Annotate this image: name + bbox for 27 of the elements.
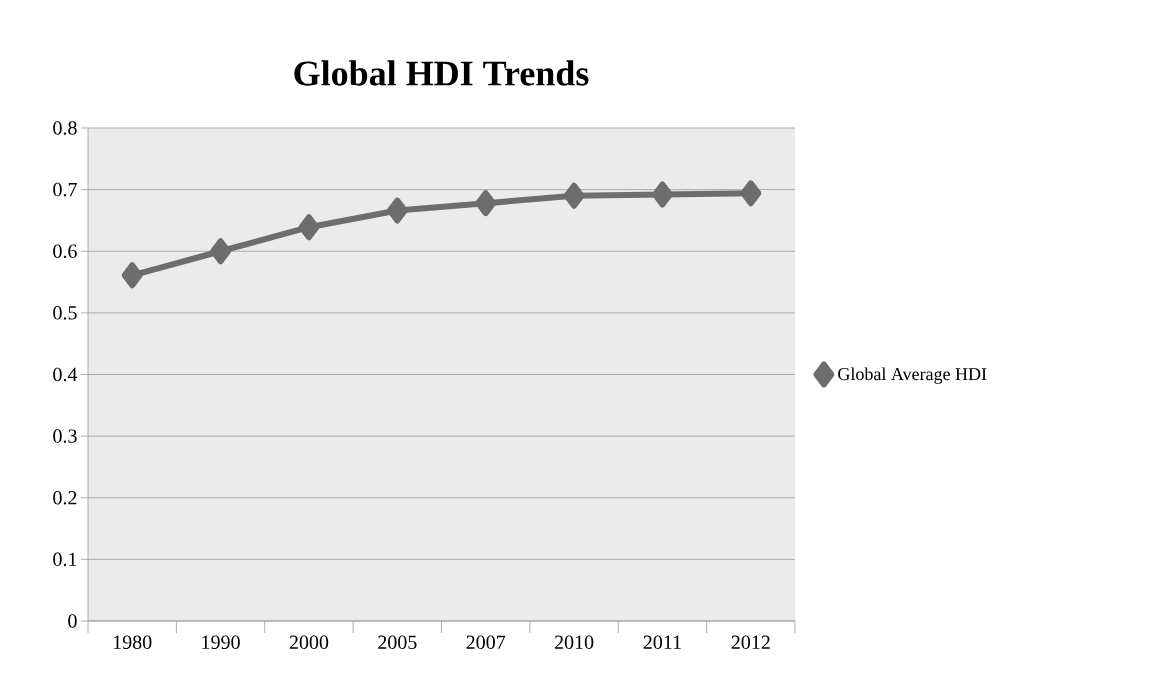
x-tick-label: 1980 (113, 635, 152, 650)
point (651, 181, 673, 208)
x-tick-label: 1990 (202, 635, 240, 650)
point (563, 182, 585, 209)
legend-label: Global Average HDI (838, 367, 987, 384)
point (740, 180, 762, 207)
point (210, 238, 232, 265)
chart-title: Global HDI Trends (294, 60, 589, 86)
y-tick-label: 0.3 (53, 429, 77, 443)
y-tick-label: 0.4 (53, 367, 78, 382)
x-tick-label: 2005 (378, 635, 417, 650)
y-tick-label: 0 (68, 614, 77, 628)
x-tick-label: 2012 (731, 635, 770, 650)
y-tick-label: 0.1 (53, 552, 77, 567)
y-tick-label: 0.2 (53, 490, 77, 505)
x-tick-label: 2007 (466, 635, 506, 650)
y-tick-label: 0.5 (53, 306, 77, 320)
point (386, 197, 408, 224)
x-tick-label: 2011 (643, 635, 681, 650)
x-tick-label: 2010 (554, 635, 594, 650)
y-tick-label: 0.6 (53, 244, 77, 259)
point (121, 262, 143, 289)
point (298, 214, 320, 241)
y-tick-label: 0.7 (53, 182, 77, 197)
x-tick-label: 2000 (289, 635, 329, 650)
point (475, 190, 497, 217)
y-tick-label: 0.8 (53, 121, 77, 135)
